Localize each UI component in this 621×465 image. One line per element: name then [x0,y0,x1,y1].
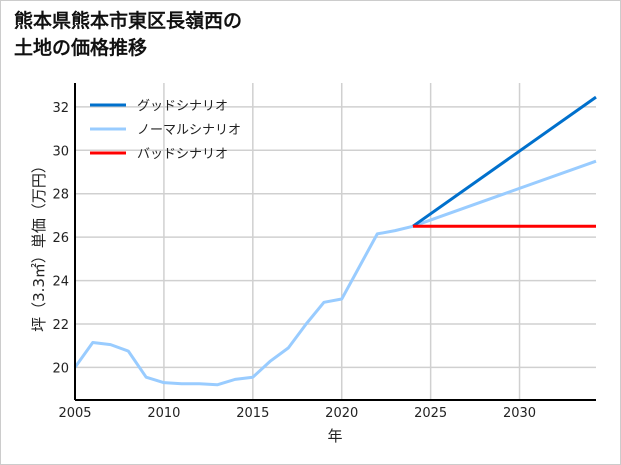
x-tick-label: 2010 [147,406,180,421]
series-line-1 [412,159,597,228]
x-tick-label: 2020 [325,406,358,421]
y-tick-label: 30 [52,144,69,159]
y-tick-label: 28 [52,188,69,203]
x-tick-label: 2015 [236,406,269,421]
chart-title-line-1: 熊本県熊本市東区長嶺西の [14,10,243,32]
chart-title: 熊本県熊本市東区長嶺西の 土地の価格推移 [14,8,242,62]
x-tick-label: 2030 [503,406,536,421]
x-tick-label: 2025 [414,406,447,421]
y-tick-label: 26 [52,231,69,246]
series-line-0 [411,95,597,228]
legend-label: ノーマルシナリオ [137,123,241,138]
y-tick-label: 24 [52,275,69,290]
y-tick-label: 20 [52,361,69,376]
x-tick-label: 2005 [58,406,91,421]
legend-label: バッドシナリオ [137,147,228,162]
y-axis-label: 坪（3.3㎡）単価（万円） [30,158,48,332]
history-line [73,224,414,387]
legend-label: グッドシナリオ [137,99,228,114]
chart-title-line-2: 土地の価格推移 [14,37,148,59]
y-tick-label: 22 [52,318,69,333]
y-tick-label: 32 [52,101,69,116]
x-axis-label: 年 [327,427,342,445]
